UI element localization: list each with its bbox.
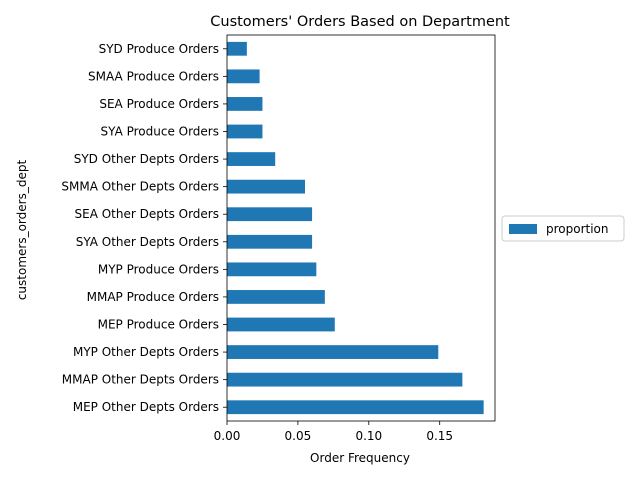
y-tick-label: SYA Other Depts Orders	[76, 235, 219, 249]
y-tick-label: MMAP Other Depts Orders	[62, 373, 219, 387]
axes-layer: MEP Other Depts Orders MMAP Other Depts O…	[61, 34, 496, 443]
y-tick-label: SMMA Other Depts Orders	[61, 180, 219, 194]
x-tick-label: 0.15	[426, 429, 453, 443]
x-tick-label: 0.05	[285, 429, 312, 443]
x-tick-label: 0.10	[355, 429, 382, 443]
plot-frame	[226, 34, 496, 422]
bar	[227, 41, 247, 56]
y-tick-label: SMAA Produce Orders	[88, 69, 219, 83]
bar	[227, 179, 305, 194]
bar	[227, 400, 484, 415]
y-tick-label: MMAP Produce Orders	[87, 290, 219, 304]
chart-title: Customers' Orders Based on Department	[210, 14, 510, 30]
legend-frame	[501, 215, 625, 242]
bar	[227, 372, 463, 387]
bar	[227, 290, 325, 304]
legend-label-proportion: proportion	[546, 222, 609, 236]
bar	[227, 152, 276, 166]
bar	[227, 69, 260, 84]
y-tick-label: SYD Produce Orders	[99, 42, 219, 56]
y-tick-label: SEA Other Depts Orders	[75, 207, 219, 221]
bar	[227, 345, 439, 359]
bar	[227, 97, 263, 111]
x-axis-label: Order Frequency	[310, 451, 410, 465]
legend-swatch	[509, 224, 537, 234]
y-tick-label: SEA Produce Orders	[99, 97, 219, 111]
bar	[227, 317, 335, 332]
x-tick-label: 0.00	[214, 429, 241, 443]
y-tick-label: MEP Produce Orders	[98, 318, 219, 332]
bar	[227, 234, 313, 249]
bar	[227, 124, 263, 139]
bars-layer	[227, 41, 484, 415]
y-tick-label: SYA Produce Orders	[101, 125, 219, 139]
y-tick-label: MYP Other Depts Orders	[73, 345, 219, 359]
bar	[227, 207, 313, 222]
y-tick-label: MYP Produce Orders	[98, 262, 219, 276]
y-tick-label: MEP Other Depts Orders	[73, 400, 219, 414]
y-tick-label: SYD Other Depts Orders	[74, 152, 219, 166]
legend: proportion	[501, 215, 625, 242]
y-axis-label: customers_orders_dept	[15, 160, 29, 301]
bar	[227, 262, 317, 277]
